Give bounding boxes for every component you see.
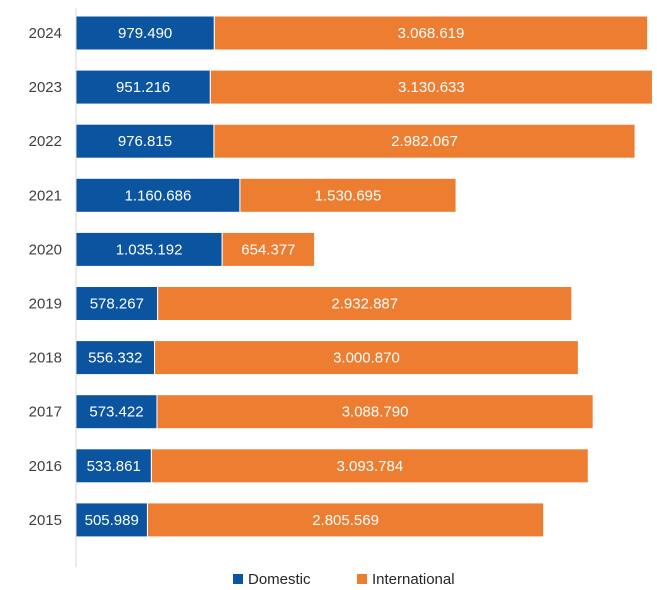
bar-international-2021 [239, 177, 457, 213]
category-tick-label: 2020 [29, 241, 62, 258]
data-label-international-2017: 3.088.790 [342, 404, 409, 421]
bars-group: 979.490 3.068.619 951.216 3.130.633 976.815 2… [75, 15, 653, 538]
data-label-domestic-2024: 979.490 [118, 25, 172, 42]
category-tick-label: 2018 [29, 350, 62, 367]
bar-international-2024 [213, 15, 649, 51]
bar-domestic-2024 [75, 15, 215, 51]
data-label-domestic-2020: 1.035.192 [116, 241, 183, 258]
data-label-domestic-2018: 556.332 [88, 350, 142, 367]
category-tick-label: 2015 [29, 512, 62, 529]
data-label-domestic-2022: 976.815 [118, 133, 172, 150]
bar-international-2016 [150, 448, 589, 484]
bar-domestic-2021 [75, 177, 241, 213]
category-tick-label: 2017 [29, 404, 62, 421]
category-tick-label: 2016 [29, 458, 62, 475]
data-label-international-2020: 654.377 [241, 241, 295, 258]
data-label-domestic-2023: 951.216 [116, 79, 170, 96]
data-label-international-2021: 1.530.695 [315, 187, 382, 204]
bar-international-2015 [146, 502, 545, 538]
bar-international-2023 [209, 69, 653, 105]
category-tick-label: 2023 [29, 79, 62, 96]
bar-international-2018 [154, 340, 579, 376]
legend-swatch-domestic [233, 574, 243, 584]
bar-domestic-2022 [75, 123, 215, 159]
data-label-domestic-2019: 578.267 [90, 296, 144, 313]
data-label-domestic-2015: 505.989 [85, 512, 139, 529]
data-label-international-2023: 3.130.633 [398, 79, 465, 96]
legend: Domestic International [233, 571, 455, 588]
data-label-international-2016: 3.093.784 [336, 458, 403, 475]
data-label-international-2018: 3.000.870 [333, 350, 400, 367]
category-tick-label: 2024 [29, 25, 62, 42]
data-label-international-2024: 3.068.619 [398, 25, 465, 42]
category-tick-labels: 2024 2023 2022 2021 2020 2019 2018 2017 2016 2015 [29, 25, 62, 529]
category-tick-label: 2021 [29, 187, 62, 204]
bar-domestic-2015 [75, 502, 148, 538]
data-label-international-2019: 2.932.887 [331, 296, 398, 313]
legend-label-domestic: Domestic [248, 571, 311, 588]
bar-international-2019 [157, 286, 573, 321]
data-label-domestic-2017: 573.422 [89, 404, 143, 421]
legend-label-international: International [372, 571, 455, 588]
category-tick-label: 2019 [29, 296, 62, 313]
data-label-international-2022: 2.982.067 [391, 133, 458, 150]
data-label-domestic-2021: 1.160.686 [125, 187, 192, 204]
bar-domestic-2023 [75, 69, 211, 105]
category-tick-label: 2022 [29, 133, 62, 150]
bar-international-2017 [156, 394, 594, 430]
data-label-international-2015: 2.805.569 [312, 512, 379, 529]
bar-domestic-2018 [75, 340, 156, 376]
data-label-domestic-2016: 533.861 [87, 458, 141, 475]
bar-international-2022 [213, 123, 636, 159]
bar-international-2020 [221, 231, 316, 267]
legend-swatch-international [357, 574, 367, 584]
